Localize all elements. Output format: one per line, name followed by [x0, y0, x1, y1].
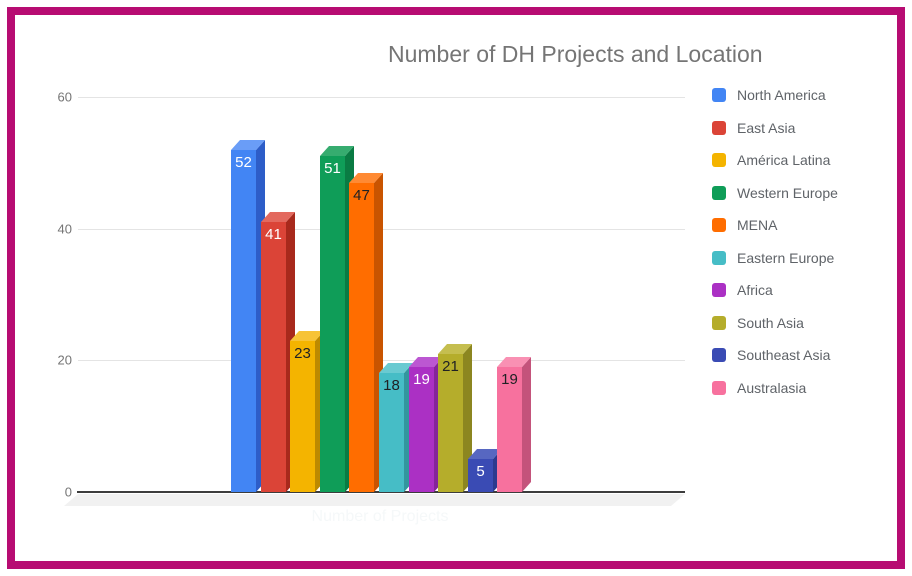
legend-color-swatch: [712, 120, 726, 135]
bar-value-label: 23: [294, 345, 311, 362]
x-axis-title: Number of Projects: [311, 508, 449, 525]
bar-front-face: 18: [379, 373, 404, 492]
legend-color-swatch: [712, 153, 726, 167]
bar-front-face: 47: [349, 183, 374, 492]
y-axis-tick-label: 60: [57, 89, 72, 105]
legend-item-label: Africa: [737, 282, 773, 298]
legend-color-swatch: [712, 380, 726, 395]
legend-item-south-asia: South Asia: [712, 314, 838, 331]
legend-item-label: East Asia: [737, 119, 796, 136]
legend-item-mena: MENA: [712, 217, 838, 233]
y-axis-tick-label: 0: [64, 484, 72, 500]
bar-front-face: 5: [468, 459, 493, 492]
legend-item-label: Western Europe: [737, 184, 838, 201]
legend-item-label: América Latina: [737, 152, 831, 168]
bar-value-label: 19: [413, 371, 430, 388]
bar-value-label: 18: [383, 377, 400, 394]
legend-item-label: Australasia: [737, 379, 807, 396]
chart-floor-3d: [64, 494, 685, 506]
bar-front-face: 19: [497, 367, 522, 492]
legend-color-swatch: [712, 348, 726, 362]
bar-value-label: 52: [235, 154, 252, 171]
bar-front-face: 41: [261, 222, 286, 492]
bar-value-label: 51: [324, 160, 341, 177]
legend-item-western-europe: Western Europe: [712, 184, 838, 201]
legend-item-label: MENA: [737, 217, 778, 233]
bar-front-face: 21: [438, 354, 463, 492]
bar-front-face: 51: [320, 156, 345, 492]
chart-title: Number of DH Projects and Location: [388, 41, 763, 67]
bar-value-label: 47: [353, 187, 370, 204]
bar-value-label: 41: [265, 226, 282, 243]
legend-item-america-latina: América Latina: [712, 152, 838, 168]
legend-item-eastern-europe: Eastern Europe: [712, 249, 838, 266]
bar-value-label: 5: [476, 463, 485, 480]
bar-america-latina: 23: [290, 331, 325, 492]
legend-item-label: North America: [737, 87, 826, 103]
legend-item-label: Eastern Europe: [737, 249, 835, 266]
y-axis-tick-label: 20: [57, 352, 72, 368]
legend-item-southeast-asia: Southeast Asia: [712, 347, 838, 363]
legend: North America East Asia América Latina West…: [712, 87, 838, 413]
legend-item-africa: Africa: [712, 282, 838, 298]
bar-front-face: 23: [290, 341, 315, 492]
legend-item-north-america: North America: [712, 87, 838, 103]
y-axis-tick-label: 40: [57, 221, 72, 237]
legend-item-label: South Asia: [737, 314, 804, 331]
x-axis-baseline: [77, 491, 685, 493]
legend-color-swatch: [712, 185, 726, 200]
legend-color-swatch: [712, 283, 726, 297]
bar-mena: 47: [349, 173, 384, 492]
legend-item-east-asia: East Asia: [712, 119, 838, 136]
bar-value-label: 21: [442, 358, 459, 375]
bar-africa: 19: [409, 357, 444, 492]
legend-item-label: Southeast Asia: [737, 347, 831, 363]
legend-color-swatch: [712, 250, 726, 265]
legend-color-swatch: [712, 218, 726, 232]
bar-front-face: 52: [231, 150, 256, 492]
gridline: [78, 96, 685, 98]
bar-front-face: 19: [409, 367, 434, 492]
bar-australasia: 19: [497, 357, 532, 492]
legend-color-swatch: [712, 88, 726, 102]
bar-south-asia: 21: [438, 344, 473, 492]
legend-color-swatch: [712, 315, 726, 330]
bar-western-europe: 51: [320, 146, 355, 492]
legend-item-australasia: Australasia: [712, 379, 838, 396]
bar-north-america: 52: [231, 140, 266, 492]
bar-eastern-europe: 18: [379, 363, 414, 492]
bar-east-asia: 41: [261, 212, 296, 492]
bar-value-label: 19: [501, 371, 518, 388]
bar-side-face: [522, 357, 531, 492]
bar-southeast-asia: 5: [468, 449, 503, 492]
